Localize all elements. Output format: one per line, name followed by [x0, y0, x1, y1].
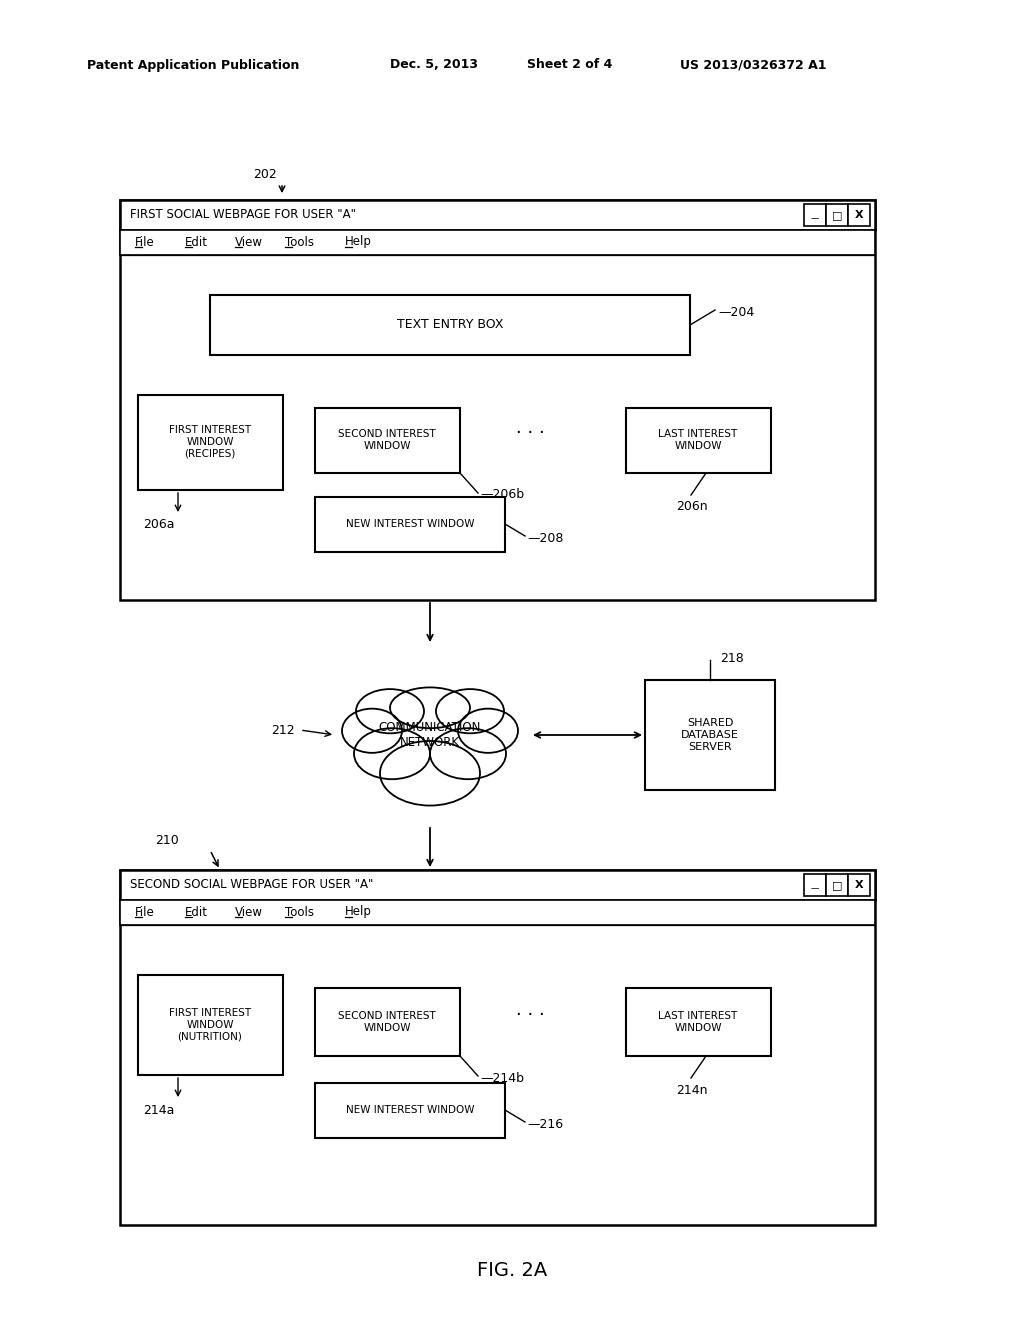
Text: Edit: Edit	[185, 235, 208, 248]
Text: COMMUNICATION
NETWORK: COMMUNICATION NETWORK	[379, 721, 481, 748]
Text: X: X	[855, 880, 863, 890]
Text: Tools: Tools	[285, 235, 314, 248]
Bar	[848, 205, 870, 226]
Bar	[804, 874, 826, 896]
Text: X: X	[855, 210, 863, 220]
Bar	[120, 201, 874, 601]
Bar	[120, 870, 874, 1225]
Bar	[120, 230, 874, 255]
Text: SECOND INTEREST
WINDOW: SECOND INTEREST WINDOW	[338, 429, 436, 451]
Text: LAST INTEREST
WINDOW: LAST INTEREST WINDOW	[658, 1011, 737, 1032]
Bar	[848, 874, 870, 896]
Text: . . .: . . .	[516, 1001, 545, 1019]
Bar	[120, 900, 874, 925]
Ellipse shape	[458, 709, 518, 752]
Text: Edit: Edit	[185, 906, 208, 919]
Text: □: □	[831, 210, 843, 220]
Text: 206a: 206a	[143, 519, 174, 532]
Text: Tools: Tools	[285, 906, 314, 919]
Text: 210: 210	[155, 833, 179, 846]
Text: FIG. 2A: FIG. 2A	[477, 1261, 547, 1279]
Text: —216: —216	[527, 1118, 563, 1130]
Text: □: □	[831, 880, 843, 890]
Bar	[315, 987, 460, 1056]
Text: 206n: 206n	[676, 500, 708, 513]
Bar	[120, 870, 874, 900]
Ellipse shape	[390, 688, 470, 729]
Ellipse shape	[380, 741, 480, 805]
Text: View: View	[234, 235, 263, 248]
Text: —: —	[811, 214, 819, 223]
Bar	[120, 201, 874, 230]
Text: 214a: 214a	[143, 1104, 174, 1117]
Bar	[315, 498, 505, 552]
Bar	[626, 408, 771, 473]
Bar	[315, 1082, 505, 1138]
Ellipse shape	[356, 689, 424, 734]
Bar	[315, 408, 460, 473]
Text: File: File	[135, 906, 155, 919]
Text: TEXT ENTRY BOX: TEXT ENTRY BOX	[396, 318, 503, 331]
Bar	[210, 294, 690, 355]
Bar	[626, 987, 771, 1056]
Bar	[804, 205, 826, 226]
Text: SECOND SOCIAL WEBPAGE FOR USER "A": SECOND SOCIAL WEBPAGE FOR USER "A"	[130, 879, 374, 891]
Bar	[645, 680, 775, 789]
Text: Dec. 5, 2013: Dec. 5, 2013	[390, 58, 478, 71]
Ellipse shape	[354, 729, 430, 779]
Text: —208: —208	[527, 532, 563, 544]
Text: SHARED
DATABASE
SERVER: SHARED DATABASE SERVER	[681, 718, 739, 751]
Text: File: File	[135, 235, 155, 248]
Text: . . .: . . .	[516, 418, 545, 437]
Text: 214n: 214n	[676, 1084, 708, 1097]
Text: 202: 202	[253, 169, 276, 181]
Text: —: —	[811, 884, 819, 894]
Text: US 2013/0326372 A1: US 2013/0326372 A1	[680, 58, 826, 71]
Bar	[826, 874, 848, 896]
Bar	[138, 395, 283, 490]
Bar	[138, 975, 283, 1074]
Text: FIRST INTEREST
WINDOW
(RECIPES): FIRST INTEREST WINDOW (RECIPES)	[169, 425, 251, 458]
Text: —204: —204	[718, 306, 755, 319]
Text: FIRST INTEREST
WINDOW
(NUTRITION): FIRST INTEREST WINDOW (NUTRITION)	[169, 1008, 251, 1041]
Text: View: View	[234, 906, 263, 919]
Text: 218: 218	[720, 652, 743, 664]
Text: Help: Help	[345, 906, 372, 919]
Text: Help: Help	[345, 235, 372, 248]
Ellipse shape	[436, 689, 504, 734]
Text: Patent Application Publication: Patent Application Publication	[87, 58, 299, 71]
Text: 212: 212	[271, 723, 295, 737]
Bar	[826, 205, 848, 226]
Text: —206b: —206b	[480, 488, 524, 502]
Text: Sheet 2 of 4: Sheet 2 of 4	[527, 58, 612, 71]
Ellipse shape	[342, 709, 402, 752]
Text: LAST INTEREST
WINDOW: LAST INTEREST WINDOW	[658, 429, 737, 451]
Text: SECOND INTEREST
WINDOW: SECOND INTEREST WINDOW	[338, 1011, 436, 1032]
Ellipse shape	[430, 729, 506, 779]
Text: NEW INTEREST WINDOW: NEW INTEREST WINDOW	[346, 519, 474, 529]
Text: FIRST SOCIAL WEBPAGE FOR USER "A": FIRST SOCIAL WEBPAGE FOR USER "A"	[130, 209, 356, 222]
Text: NEW INTEREST WINDOW: NEW INTEREST WINDOW	[346, 1105, 474, 1115]
Text: —214b: —214b	[480, 1072, 524, 1085]
